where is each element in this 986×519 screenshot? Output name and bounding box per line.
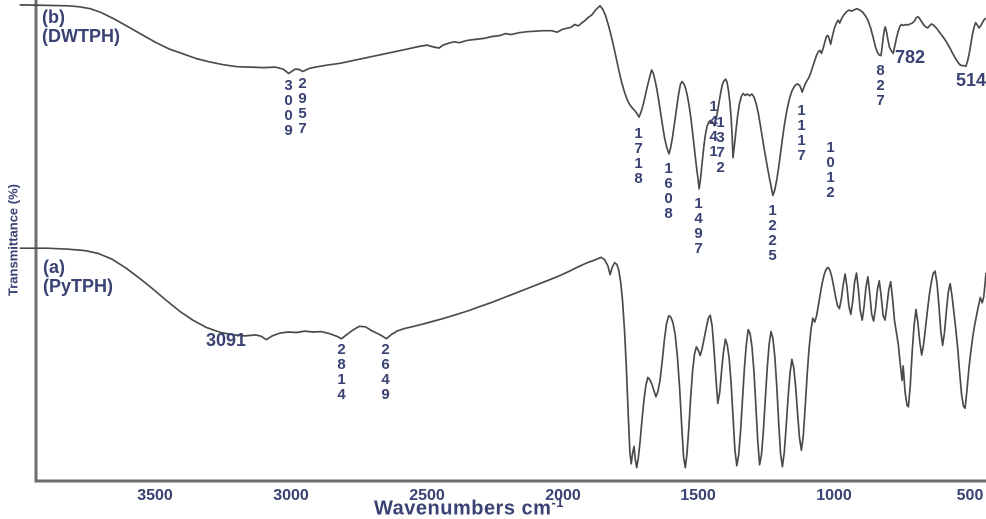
spectrum-b-curve	[19, 4, 986, 197]
spectrum-a-curve	[19, 247, 986, 469]
axis-lines	[34, 0, 986, 483]
